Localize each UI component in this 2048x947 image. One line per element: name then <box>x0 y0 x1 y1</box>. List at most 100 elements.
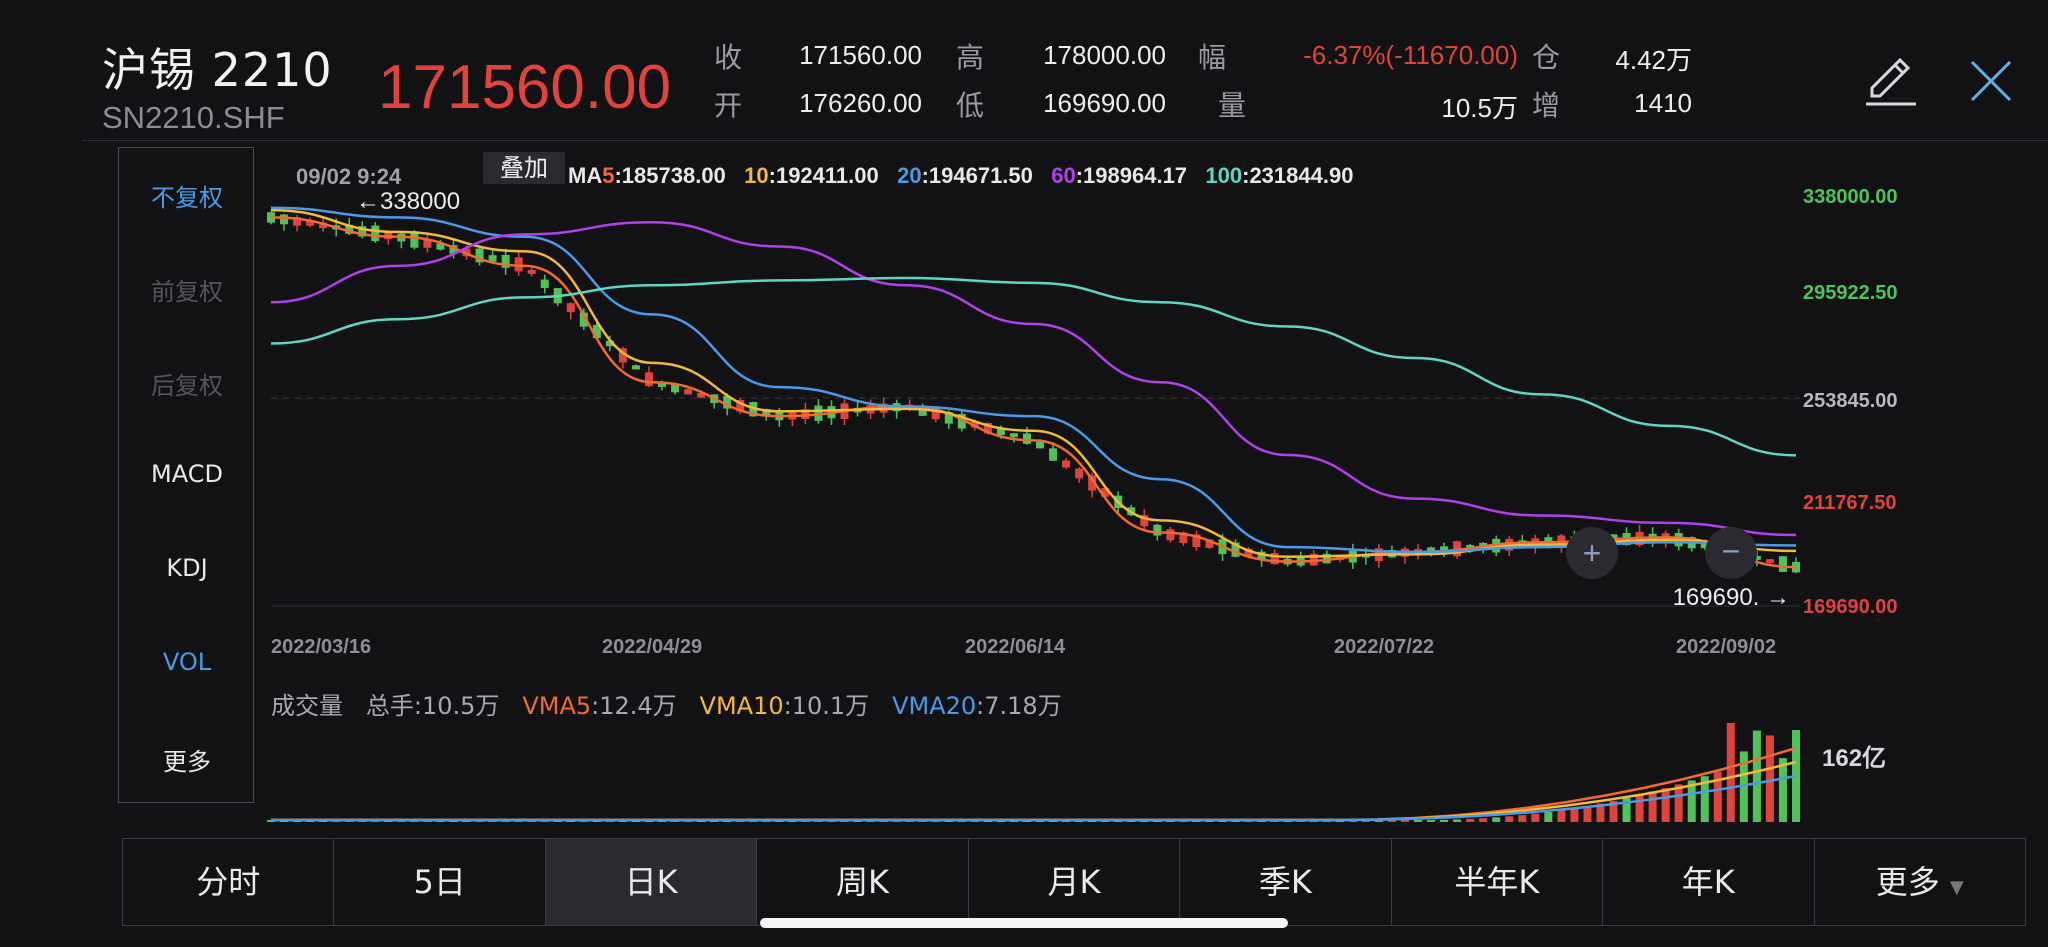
candle <box>475 245 484 266</box>
header-divider <box>82 140 2048 141</box>
volume-total: 10.5万 <box>421 692 500 720</box>
sidebar-item-more[interactable]: 更多 <box>163 748 211 776</box>
last-price: 171560.00 <box>378 53 672 122</box>
sidebar-item-no-adjust[interactable]: 不复权 <box>151 184 223 212</box>
vma5-value: 12.4万 <box>599 692 677 720</box>
increase-label: 增 <box>1532 89 1561 122</box>
tab-halfyear[interactable]: 半年K <box>1392 839 1604 925</box>
sidebar-item-backward-adjust[interactable]: 后复权 <box>151 372 223 400</box>
tab-yearly[interactable]: 年K <box>1603 839 1815 925</box>
vma10-value: 10.1万 <box>791 692 870 720</box>
volume-bar <box>1374 820 1383 822</box>
candle <box>397 233 406 249</box>
candle <box>1296 551 1305 568</box>
candle <box>1792 557 1800 574</box>
overlay-button[interactable]: 叠加 <box>483 152 565 184</box>
volume-bar <box>1687 780 1696 822</box>
volume-label: 量 <box>1218 89 1247 122</box>
candle <box>1075 467 1084 483</box>
volume-bar <box>1778 758 1787 822</box>
tab-5day[interactable]: 5日 <box>334 839 546 925</box>
volume-bar <box>1661 788 1670 822</box>
ma100-value: 231844.90 <box>1249 163 1354 188</box>
volume-total-label: 总手 <box>365 692 414 720</box>
max-price-marker: ←338000 <box>356 188 460 215</box>
ma-line-ma60 <box>270 220 1797 537</box>
close-icon[interactable] <box>1968 58 2016 106</box>
x-label-4: 2022/07/22 <box>1334 636 1435 658</box>
close-value: 171560.00 <box>799 40 922 70</box>
candle <box>514 251 523 277</box>
volume-bar <box>1596 803 1605 822</box>
tab-intraday[interactable]: 分时 <box>123 839 335 925</box>
candle <box>488 249 497 263</box>
contract-name: 沪锡 2210 <box>102 43 333 97</box>
candle <box>631 364 640 370</box>
candle <box>1140 509 1149 532</box>
volume-bar <box>1765 735 1774 822</box>
volume-bar <box>1583 805 1592 822</box>
ma-line-ma5 <box>270 216 1797 569</box>
ma60-period: 60 <box>1051 163 1076 188</box>
x-label-2: 2022/04/29 <box>602 636 703 658</box>
tab-monthly[interactable]: 月K <box>969 839 1181 925</box>
high-value: 178000.00 <box>1043 40 1166 70</box>
volume-bar <box>1648 791 1657 822</box>
candle <box>684 387 693 395</box>
volume-bar <box>1739 751 1748 822</box>
sidebar-item-vol[interactable]: VOL <box>162 648 212 676</box>
position-label: 仓 <box>1532 41 1561 74</box>
volume-bar <box>1752 730 1761 822</box>
ma-legend: MA5:185738.00 10:192411.00 20:194671.50 … <box>568 163 1354 188</box>
candle <box>540 274 549 294</box>
high-label: 高 <box>956 41 985 74</box>
volume-max-label: 162亿 <box>1822 745 1887 772</box>
ma-line-ma100 <box>270 276 1797 457</box>
close-label: 收 <box>714 41 743 74</box>
sidebar-item-kdj[interactable]: KDJ <box>166 554 208 582</box>
x-label-1: 2022/03/16 <box>271 636 372 658</box>
vma10-line <box>271 760 1797 822</box>
candle <box>449 240 458 259</box>
tab-more[interactable]: 更多 ▼ <box>1815 839 2025 925</box>
candle <box>501 248 510 275</box>
y-label-mid: 253845.00 <box>1803 390 1898 412</box>
ma5-period: 5 <box>602 163 615 188</box>
ma5-value: 185738.00 <box>621 163 726 188</box>
open-value: 176260.00 <box>799 88 922 118</box>
candle <box>1765 559 1774 565</box>
ma20-value: 194671.50 <box>928 163 1033 188</box>
volume-bar <box>1427 819 1436 822</box>
volume-bar <box>1531 813 1540 822</box>
ma-line-ma10 <box>270 208 1797 559</box>
chevron-down-icon: ▼ <box>1949 877 1964 898</box>
candle <box>1231 539 1240 558</box>
candle <box>1778 556 1787 573</box>
period-tabs: 分时 5日 日K 周K 月K 季K 半年K 年K 更多 ▼ <box>122 838 2026 926</box>
tab-quarterly[interactable]: 季K <box>1180 839 1392 925</box>
volume-bar <box>1440 819 1449 822</box>
edit-icon[interactable] <box>1862 52 1920 110</box>
x-label-3: 2022/06/14 <box>965 636 1066 658</box>
ma100-period: 100 <box>1205 163 1243 188</box>
ma10-value: 192411.00 <box>775 163 879 188</box>
candle <box>801 402 810 424</box>
tab-weekly[interactable]: 周K <box>757 839 969 925</box>
position-value: 4.42万 <box>1615 45 1692 75</box>
sidebar-item-forward-adjust[interactable]: 前复权 <box>151 278 223 306</box>
volume-bar <box>1505 816 1514 822</box>
tab-more-label: 更多 <box>1875 863 1940 901</box>
zoom-out-button[interactable] <box>1705 527 1757 579</box>
crosshair-datetime: 09/02 9:24 <box>296 164 402 189</box>
contract-code: SN2210.SHF <box>102 100 285 135</box>
tab-daily[interactable]: 日K <box>545 839 758 925</box>
zoom-in-icon: + <box>1583 535 1602 571</box>
ma5-prefix: MA <box>568 163 603 188</box>
low-value: 169690.00 <box>1043 88 1166 118</box>
candle <box>1166 526 1175 543</box>
change-value: -6.37%(-11670.00) <box>1303 40 1518 70</box>
zoom-in-button[interactable] <box>1566 527 1618 579</box>
volume-bar <box>1492 817 1501 822</box>
sidebar-item-macd[interactable]: MACD <box>151 460 223 488</box>
